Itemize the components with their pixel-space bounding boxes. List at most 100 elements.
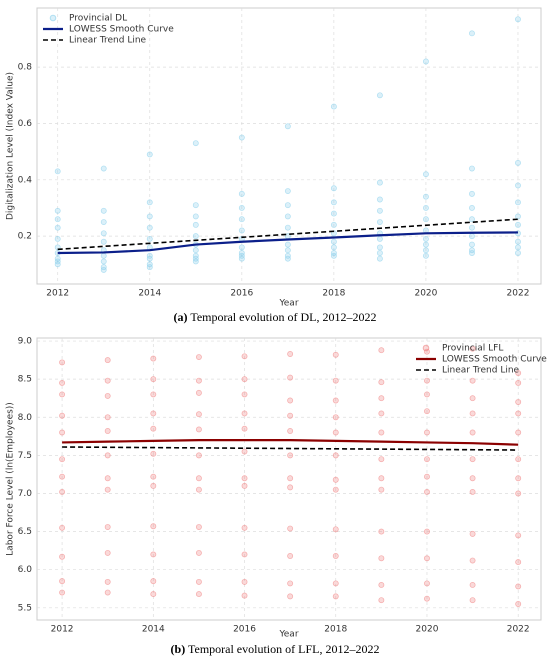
data-point (241, 482, 248, 489)
data-point (378, 581, 385, 588)
trend-line (62, 446, 519, 451)
data-point (146, 235, 153, 242)
y-tick-label: 6.5 (18, 527, 32, 537)
data-point (54, 235, 61, 242)
y-tick-label: 5.5 (18, 603, 32, 613)
y-tick-label: 9.0 (18, 337, 33, 347)
data-point (195, 389, 202, 396)
data-point (241, 475, 248, 482)
data-point (424, 595, 430, 602)
data-point (241, 578, 248, 585)
data-point (241, 448, 248, 455)
data-point (195, 426, 202, 433)
data-point (238, 244, 245, 251)
data-point (241, 410, 248, 417)
data-point (332, 476, 339, 483)
data-point (515, 213, 521, 220)
data-point (422, 216, 429, 223)
caption-label: (a) (174, 310, 188, 324)
data-point (515, 380, 522, 386)
data-point (515, 456, 522, 463)
data-point (287, 593, 294, 600)
data-point (287, 351, 294, 357)
data-point (424, 456, 430, 463)
data-point (376, 219, 383, 225)
data-point (150, 410, 157, 417)
data-point (378, 347, 385, 354)
data-point (515, 16, 521, 23)
data-point (424, 377, 430, 384)
data-point (195, 549, 202, 556)
data-point (238, 255, 245, 262)
y-tick-label: 0.2 (18, 232, 32, 242)
data-point (284, 188, 291, 195)
x-tick-label: 2016 (233, 625, 256, 635)
data-point (287, 580, 294, 587)
data-point (378, 379, 385, 386)
data-point (287, 452, 294, 459)
data-point (284, 123, 291, 130)
data-point (332, 580, 339, 587)
data-point (424, 555, 430, 562)
data-point (150, 425, 157, 432)
data-point (422, 205, 429, 211)
data-point (150, 391, 157, 398)
data-point (238, 216, 245, 223)
data-point (100, 266, 107, 273)
x-tick-label: 2018 (322, 289, 345, 299)
data-point (241, 376, 248, 383)
data-point (146, 151, 153, 158)
data-point (104, 428, 111, 434)
x-tick-label: 2014 (142, 625, 165, 635)
data-point (192, 258, 199, 265)
data-point (469, 377, 476, 384)
data-point (54, 224, 61, 231)
data-point (195, 452, 202, 459)
data-point (104, 589, 111, 596)
data-point (104, 524, 111, 530)
data-point (515, 475, 522, 482)
data-point (424, 429, 430, 436)
data-point (284, 224, 291, 231)
data-point (241, 524, 248, 531)
data-point (59, 359, 66, 366)
data-point (469, 216, 475, 223)
data-point (104, 357, 111, 364)
x-tick-label: 2016 (230, 289, 253, 299)
data-point (241, 551, 248, 558)
data-point (515, 370, 522, 377)
data-point (238, 190, 245, 197)
data-point (515, 559, 522, 566)
data-point (424, 580, 430, 587)
data-point (332, 397, 339, 404)
data-point (422, 241, 429, 248)
data-point (376, 250, 383, 256)
data-point (332, 486, 339, 493)
data-point (104, 414, 111, 421)
caption: (b) Temporal evolution of LFL, 2012–2022 (171, 642, 380, 656)
y-tick-label: 6.0 (18, 565, 33, 575)
data-point (330, 238, 337, 245)
data-point (378, 486, 385, 493)
data-point (330, 103, 337, 110)
data-point (150, 376, 157, 383)
data-point (100, 165, 107, 172)
x-tick-label: 2020 (414, 289, 437, 299)
y-axis-label: Labor Force Level (ln(Employees)) (6, 402, 16, 556)
y-tick-label: 8.5 (18, 375, 32, 385)
data-point (469, 410, 476, 417)
data-point (104, 475, 111, 482)
data-point (192, 247, 199, 254)
data-point (469, 250, 475, 256)
data-point (104, 549, 111, 556)
data-point (104, 578, 111, 585)
data-point (195, 486, 202, 493)
smooth-line (62, 439, 519, 446)
data-point (332, 414, 339, 421)
data-point (287, 412, 294, 419)
data-point (378, 597, 385, 604)
data-point (54, 168, 61, 175)
data-point (100, 219, 107, 225)
data-point (287, 397, 294, 404)
data-point (515, 238, 521, 245)
